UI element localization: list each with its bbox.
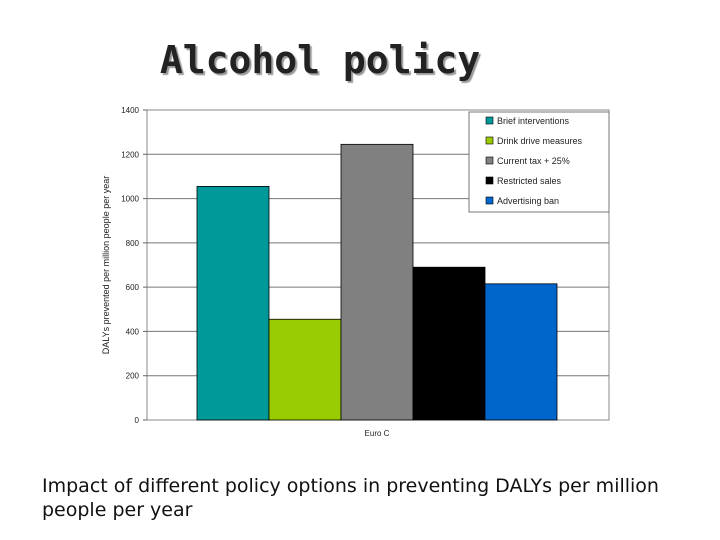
y-tick-label: 600 [126, 283, 140, 292]
y-tick-label: 1000 [121, 195, 139, 204]
bar-4 [412, 266, 486, 421]
y-tick-label: 1400 [121, 106, 139, 115]
slide-caption: Impact of different policy options in pr… [42, 475, 659, 521]
legend-swatch-4 [485, 176, 494, 185]
legend-label-3: Current tax + 25% [497, 156, 570, 166]
bar-1 [196, 185, 270, 421]
bar-3 [340, 143, 414, 421]
x-category-label: Euro C [365, 429, 390, 438]
y-tick-label: 1200 [121, 150, 139, 159]
y-tick-label: 200 [126, 372, 140, 381]
bar-chart: 0 200 400 600 800 1000 1200 1400 Euro C DALYs pre… [101, 106, 610, 438]
legend-swatch-5 [485, 196, 494, 205]
legend-label-2: Drink drive measures [497, 136, 583, 146]
legend-swatch-3 [485, 156, 494, 165]
y-tick-label: 800 [126, 239, 140, 248]
bar-2 [268, 318, 342, 421]
bar-5 [484, 283, 558, 421]
y-tick-label: 400 [126, 327, 140, 336]
chart-container: 0 200 400 600 800 1000 1200 1400 Euro C DALYs pre… [95, 100, 625, 445]
legend-swatch-2 [485, 136, 494, 145]
y-axis-title: DALYs prevented per million people per y… [101, 176, 111, 354]
legend-label-4: Restricted sales [497, 176, 562, 186]
y-tick-label: 0 [135, 416, 140, 425]
legend-label-1: Brief interventions [497, 116, 570, 126]
slide-title: Alcohol policy [159, 38, 481, 82]
legend-label-5: Advertising ban [497, 196, 559, 206]
legend-swatch-1 [485, 116, 494, 125]
